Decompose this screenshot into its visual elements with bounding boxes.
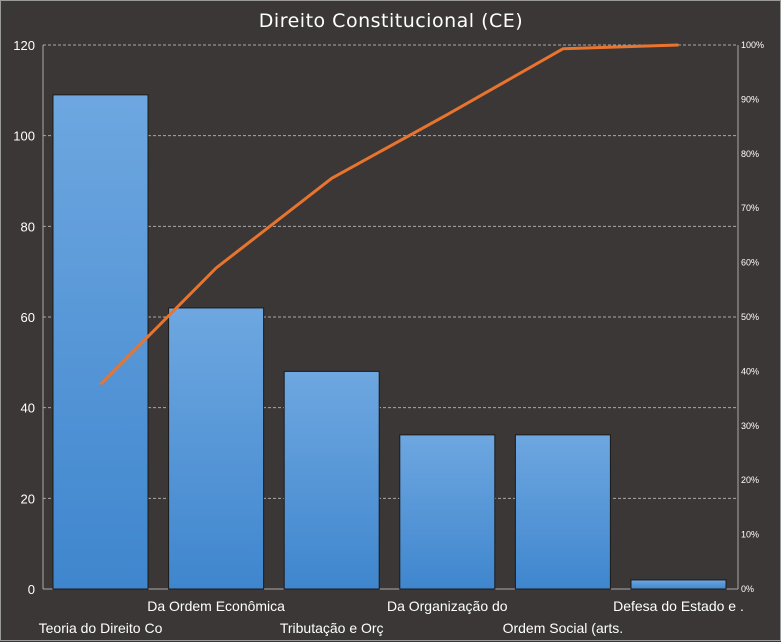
y2-tick-label-1: 10% [741,530,759,540]
bar-4 [514,434,611,590]
y2-tick-label-4: 40% [741,366,759,376]
cumulative-line-layer [99,43,679,386]
x-tick-label-0: Teoria do Direito Co [39,620,163,636]
labels: 0 20 40 60 80 100 120 0% 10% 20% 30% 40% 50% 60% 70% 80… [13,38,764,636]
y-tick-label-20: 20 [21,491,35,506]
y-tick-label-100: 100 [13,129,35,144]
y-tick-label-80: 80 [21,219,35,234]
bar-1 [168,307,265,590]
y-tick-label-120: 120 [13,38,35,53]
x-tick-label-5: Defesa do Estado e . [613,598,744,614]
bars [52,94,727,590]
y-tick-label-60: 60 [21,310,35,325]
y2-tick-label-9: 90% [741,94,759,104]
y2-tick-label-8: 80% [741,149,759,159]
bar-3 [399,434,496,590]
chart-title: Direito Constitucional (CE) [259,10,523,32]
cumulative-percentage-line [99,43,679,386]
y2-tick-label-3: 30% [741,421,759,431]
y2-tick-label-10: 100% [741,40,764,50]
x-tick-label-1: Da Ordem Econômica [147,598,285,614]
x-tick-label-4: Ordem Social (arts. [503,620,624,636]
y2-tick-label-0: 0% [741,584,754,594]
y2-tick-label-6: 60% [741,258,759,268]
y-tick-label-0: 0 [28,582,35,597]
gridlines [43,44,738,499]
y2-tick-label-7: 70% [741,203,759,213]
axes [42,45,739,590]
bar-0 [52,94,149,590]
y2-tick-label-2: 20% [741,475,759,485]
bar-5 [630,579,727,590]
x-tick-label-3: Da Organização do [387,598,508,614]
y-tick-label-40: 40 [21,401,35,416]
bar-2 [283,370,380,590]
y2-tick-label-5: 50% [741,312,759,322]
x-tick-label-2: Tributação e Orç [280,620,384,636]
